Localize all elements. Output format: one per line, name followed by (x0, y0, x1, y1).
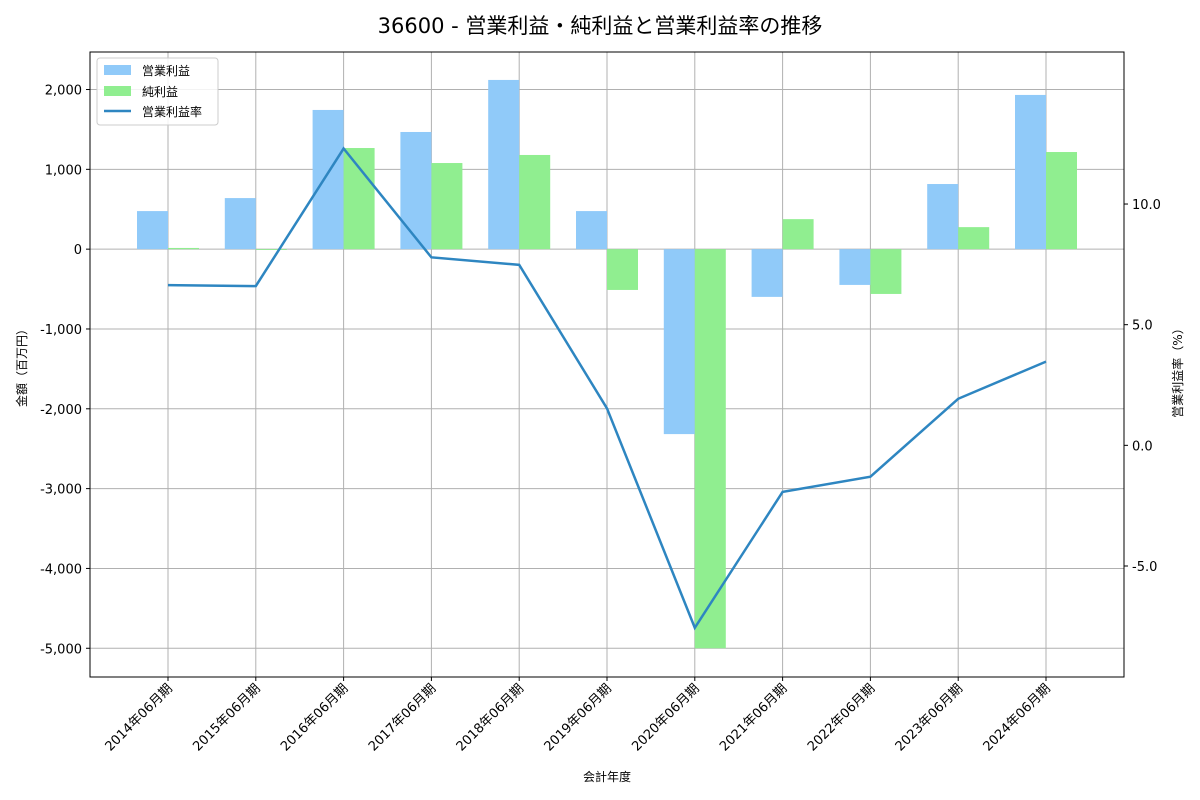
legend-swatch-net-profit (104, 86, 131, 96)
y-axis-right-title: 営業利益率（%） (1170, 322, 1185, 417)
x-axis: 2014年06月期 2015年06月期 2016年06月期 2017年06月期 2018… (103, 677, 1054, 755)
x-tick-label: 2019年06月期 (542, 681, 615, 754)
bar-operating-profit (839, 249, 871, 285)
y-tick-label-right: 5.0 (1132, 319, 1153, 334)
legend: 営業利益 純利益 営業利益率 (96, 57, 219, 126)
y-axis-left: -5,000 -4,000 -3,000 -2,000 -1,000 0 1,000 2,00… (40, 84, 90, 657)
bar-operating-profit (576, 211, 607, 250)
bar-net-profit (519, 154, 551, 250)
x-tick-label: 2014年06月期 (103, 681, 176, 754)
x-tick-label: 2015年06月期 (190, 681, 263, 754)
x-tick-label: 2016年06月期 (278, 681, 351, 754)
y-tick-label-left: 1,000 (45, 163, 82, 178)
bar-net-profit (694, 249, 726, 649)
bar-operating-profit (927, 184, 959, 250)
bar-net-profit (431, 163, 463, 250)
bar-operating-profit (751, 249, 783, 297)
bar-net-profit (870, 249, 902, 294)
x-tick-label: 2018年06月期 (454, 681, 527, 754)
margin-line (167, 146, 1047, 631)
y-axis-right: -5.0 0.0 5.0 10.0 (1124, 198, 1161, 575)
y-axis-left-title: 金額（百万円） (14, 323, 29, 407)
x-tick-label: 2017年06月期 (366, 681, 439, 754)
bar-net-profit (782, 219, 814, 250)
y-tick-label-left: 0 (74, 243, 82, 258)
bar-net-profit (343, 148, 375, 250)
bar-net-profit (1046, 152, 1077, 250)
bar-operating-profit (488, 79, 520, 250)
y-tick-label-left: -3,000 (40, 483, 82, 498)
bar-net-profit (607, 249, 638, 290)
y-tick-label-left: -5,000 (40, 642, 82, 657)
y-tick-label-right: -5.0 (1132, 560, 1157, 575)
y-tick-label-left: -4,000 (40, 562, 82, 577)
x-tick-label: 2022年06月期 (805, 681, 878, 754)
bar-net-profit (255, 249, 287, 250)
y-tick-label-right: 10.0 (1132, 198, 1161, 213)
line-series (167, 146, 1047, 631)
bar-operating-profit (137, 211, 168, 250)
bar-net-profit (168, 247, 199, 250)
y-tick-label-left: 2,000 (45, 84, 82, 99)
bar-operating-profit (224, 198, 256, 250)
legend-label-operating-profit: 営業利益 (142, 64, 190, 78)
x-tick-label: 2023年06月期 (893, 681, 966, 754)
chart-title: 36600 - 営業利益・純利益と営業利益率の推移 (377, 14, 823, 38)
x-tick-label: 2024年06月期 (981, 681, 1054, 754)
grid-lines (90, 52, 1124, 677)
x-tick-label: 2020年06月期 (629, 681, 702, 754)
bar-net-profit (958, 227, 990, 250)
bar-operating-profit (663, 249, 695, 435)
legend-label-net-profit: 純利益 (142, 85, 178, 99)
y-tick-label-right: 0.0 (1132, 439, 1153, 454)
y-tick-label-left: -2,000 (40, 403, 82, 418)
bar-operating-profit (400, 131, 432, 250)
y-tick-label-left: -1,000 (40, 323, 82, 338)
x-tick-label: 2021年06月期 (717, 681, 790, 754)
bar-operating-profit (312, 109, 344, 250)
legend-label-margin: 営業利益率 (142, 104, 202, 119)
bar-series (137, 79, 1077, 649)
x-axis-title: 会計年度 (583, 769, 631, 784)
bar-operating-profit (1015, 94, 1046, 250)
legend-swatch-operating-profit (104, 65, 131, 75)
